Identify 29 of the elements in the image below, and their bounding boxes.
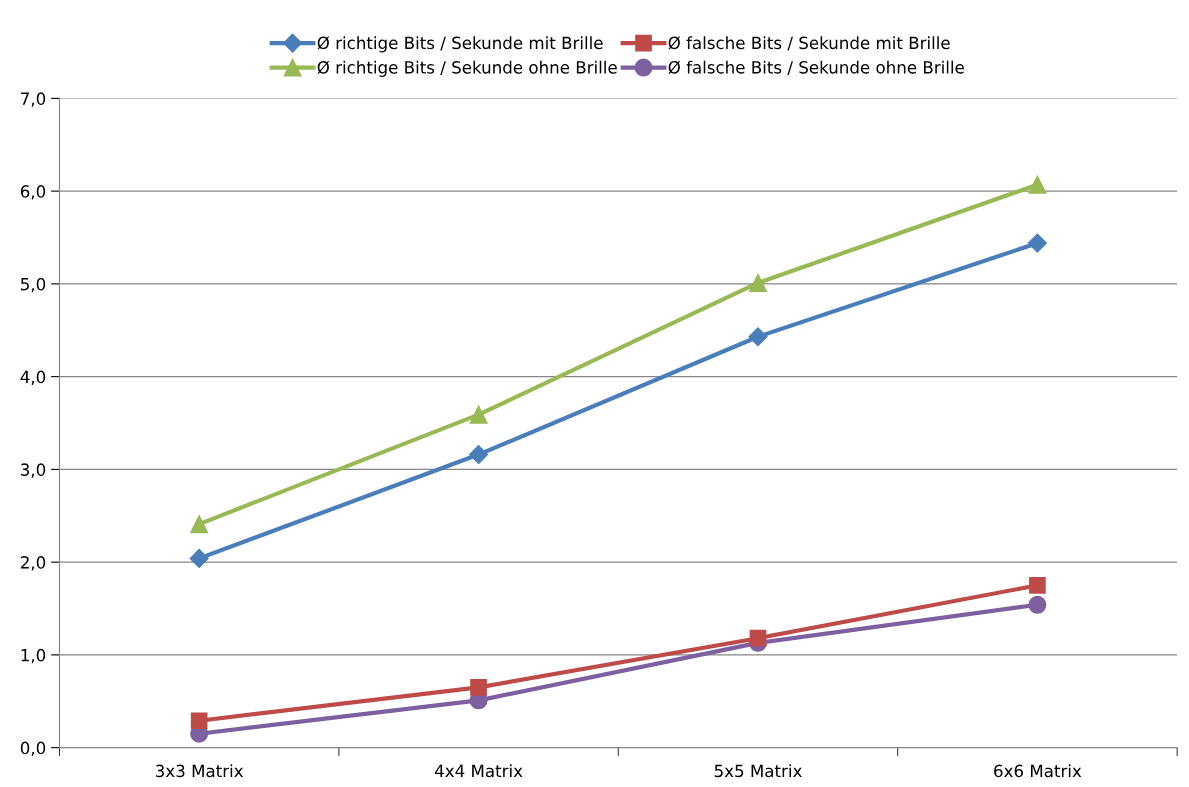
point	[1029, 576, 1046, 594]
point	[1027, 233, 1047, 253]
point	[190, 712, 208, 730]
point	[749, 629, 767, 647]
y-tick-label: 4,0	[20, 370, 46, 385]
x-tick-label: 3x3 Matrix	[156, 764, 244, 778]
point	[748, 327, 768, 347]
legend-label: Ø falsche Bits / Sekunde ohne Brille	[668, 60, 964, 75]
point	[190, 515, 209, 534]
point	[469, 445, 489, 465]
point	[748, 273, 768, 292]
y-tick-label: 0,0	[20, 741, 46, 756]
y-tick-label: 6,0	[20, 185, 46, 200]
point	[1028, 595, 1047, 614]
point	[469, 405, 488, 424]
point	[189, 548, 209, 568]
legend-label: Ø richtige Bits / Sekunde mit Brille	[317, 36, 603, 53]
legend-label: Ø falsche Bits / Sekunde mit Brille	[668, 36, 950, 51]
y-tick-label: 2,0	[20, 556, 46, 571]
x-tick-label: 6x6 Matrix	[994, 764, 1082, 778]
legend-label: Ø richtige Bits / Sekunde ohne Brille	[317, 60, 617, 77]
y-tick-label: 7,0	[21, 92, 46, 107]
y-tick-label: 1,0	[21, 648, 46, 664]
point	[1028, 175, 1047, 194]
y-tick-label: 5,0	[21, 277, 46, 293]
y-tick-label: 3,0	[21, 463, 46, 478]
x-tick-label: 5x5 Matrix	[714, 764, 802, 778]
point	[470, 679, 487, 696]
x-tick-label: 4x4 Matrix	[434, 764, 523, 778]
